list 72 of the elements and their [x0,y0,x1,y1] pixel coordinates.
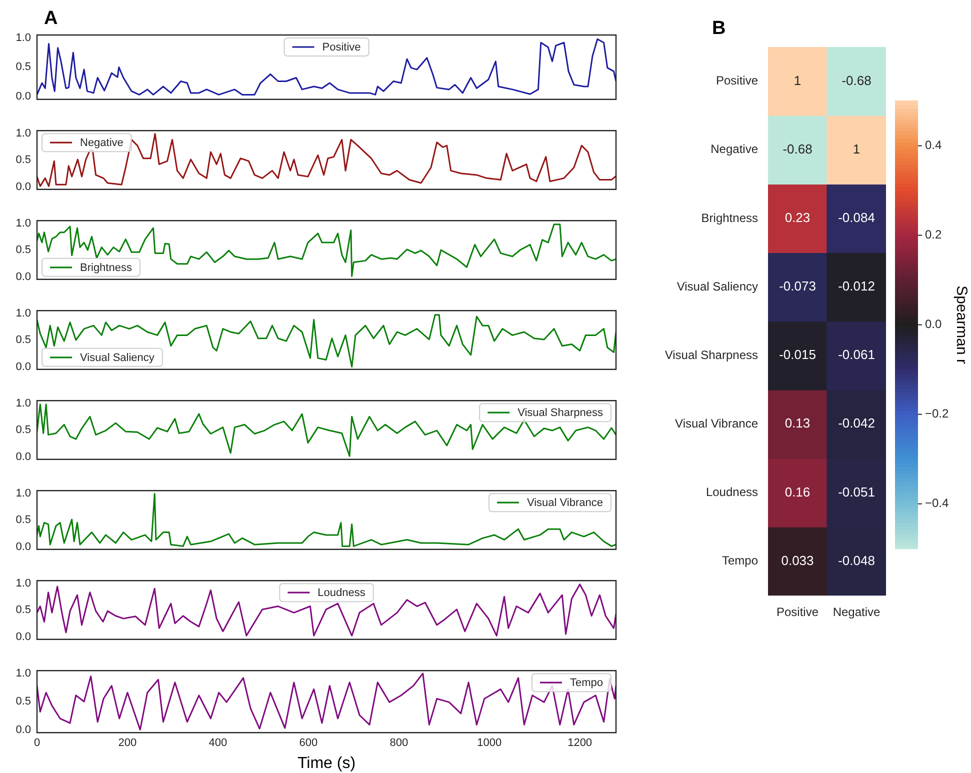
y-tick-label: 0.5 [16,334,31,346]
color-bar-label: 0.4 [925,138,942,152]
legend-label: Negative [80,137,124,150]
y-tick-label: 0.5 [16,61,31,74]
y-tick-label: 1.0 [16,217,31,230]
data-label: -0.68 [842,72,872,88]
y-tick-label: 1.0 [16,32,31,44]
data-label: -0.048 [838,552,875,568]
legend-label: Positive [322,42,361,54]
y-tick-label: 0.5 [16,696,31,708]
data-label: -0.073 [779,278,816,294]
y-tick-label: 0.5 [16,244,31,256]
legend-label: Visual Saliency [80,352,155,364]
data-label: -0.012 [838,278,875,294]
y-tick-label: 0.0 [16,90,31,103]
y-tick-label: 0.5 [16,424,31,436]
y-tick-label: 0.0 [16,630,31,643]
data-label: 0.16 [784,484,810,500]
chart-title: A [44,8,58,29]
data-label: -0.061 [838,347,875,362]
legend-label: Visual Sharpness [518,407,604,420]
data-label: 0.033 [781,552,814,568]
y-tick-label: 1.0 [16,127,31,140]
data-label: 0.13 [784,416,810,431]
data-label: 0.23 [784,210,810,226]
y-tick-label: 0.0 [16,724,31,736]
y-tick-label: Positive [716,74,758,88]
color-bar-label: 0.2 [925,228,942,242]
data-label: -0.68 [782,141,812,156]
y-tick-label: 1.0 [16,397,31,410]
legend-label: Brightness [80,262,132,274]
y-tick-label: Visual Vibrance [675,416,758,430]
x-axis-title: Time (s) [297,754,356,772]
data-label: 1 [794,72,802,88]
y-tick-label: Loudness [706,485,758,500]
color-bar-title: Spearman r [952,286,970,364]
y-tick-label: 0.0 [16,360,31,373]
y-tick-label: 1.0 [16,307,31,320]
data-label: 1 [852,141,860,156]
y-tick-label: Visual Saliency [676,279,758,294]
y-tick-label: 1.0 [16,667,31,680]
legend-label: Visual Vibrance [526,497,604,510]
x-tick-label: 800 [390,737,408,750]
legend-label: Tempo [570,677,604,690]
x-tick-label: 200 [118,737,137,750]
y-tick-label: 0.5 [16,604,31,616]
x-tick-label: 1000 [477,737,502,750]
y-tick-label: 1.0 [16,577,31,590]
y-tick-label: 1.0 [16,487,31,500]
chart-title: B [712,18,726,39]
data-label: -0.015 [779,347,816,362]
y-tick-label: Brightness [701,210,758,225]
x-tick-label: 600 [299,737,318,750]
color-bar-label: −0.2 [925,406,950,421]
y-tick-label: 0.0 [16,540,31,553]
color-bar-label: 0.0 [925,317,942,332]
x-tick-label: 1200 [568,737,592,750]
y-tick-label: 0.5 [16,154,31,166]
color-bar-label: −0.4 [925,496,950,510]
x-tick-label: 400 [208,737,228,750]
y-tick-label: Negative [710,142,758,156]
y-tick-label: 0.0 [16,270,31,283]
x-tick-label: 0 [34,737,40,750]
data-label: -0.042 [838,416,875,431]
y-tick-label: 0.0 [16,450,31,463]
y-tick-label: Visual Sharpness [664,348,758,362]
data-label: -0.051 [838,484,875,500]
y-tick-label: Tempo [722,554,758,568]
data-label: -0.084 [838,210,875,226]
y-tick-label: 0.0 [16,180,31,193]
y-tick-label: 0.5 [16,514,31,526]
legend-label: Loudness [318,587,366,600]
